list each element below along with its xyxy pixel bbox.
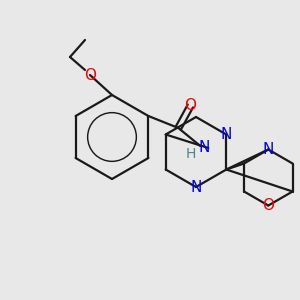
Text: N: N xyxy=(199,140,210,155)
Text: N: N xyxy=(190,179,202,194)
Text: H: H xyxy=(185,147,196,161)
Text: N: N xyxy=(262,142,274,157)
Text: O: O xyxy=(84,68,96,82)
Text: O: O xyxy=(262,198,274,213)
Text: N: N xyxy=(220,127,232,142)
Text: O: O xyxy=(184,98,196,113)
